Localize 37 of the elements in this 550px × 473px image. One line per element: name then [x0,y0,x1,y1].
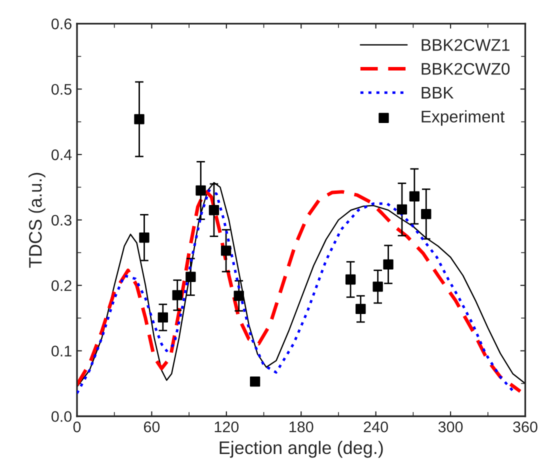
y-tick-label: 0.3 [52,214,72,226]
point [196,185,206,196]
point [220,246,232,256]
legend-label: BBK2CWZ1 [422,39,510,51]
x-tick-label: 120 [214,422,239,432]
x-tick-label: 300 [438,422,463,432]
legend-label: BBK [422,87,454,98]
point [234,290,244,301]
y-tick-label: 0.2 [52,280,72,292]
x-tick-label: 0 [73,422,81,432]
point [139,232,150,243]
x-tick-label: 240 [364,422,388,432]
point [208,205,220,216]
x-tick-label: 180 [290,422,314,432]
point [158,312,168,323]
x-axis-title: Ejection angle (deg.) [220,440,383,458]
legend-label: BBK2CWZ0 [422,62,510,75]
point [186,272,196,282]
legend-label: Experiment [422,110,505,126]
y-axis-title: TDCS (a.u.) [28,172,46,268]
point [421,208,432,220]
point [345,274,356,285]
x-tick-label: 60 [144,422,160,432]
point [372,282,383,292]
point [172,290,182,300]
y-tick-label: 0.1 [52,346,72,356]
y-tick-label: 0.5 [52,84,72,95]
point [134,114,144,124]
point [383,259,394,270]
point [250,376,260,387]
point [396,204,408,215]
y-tick-label: 0.6 [52,18,72,30]
y-tick-label: 0.4 [52,149,72,160]
x-tick-label: 360 [513,422,538,432]
point [356,304,366,314]
y-tick-label: 0.0 [52,411,72,422]
point [409,191,420,202]
